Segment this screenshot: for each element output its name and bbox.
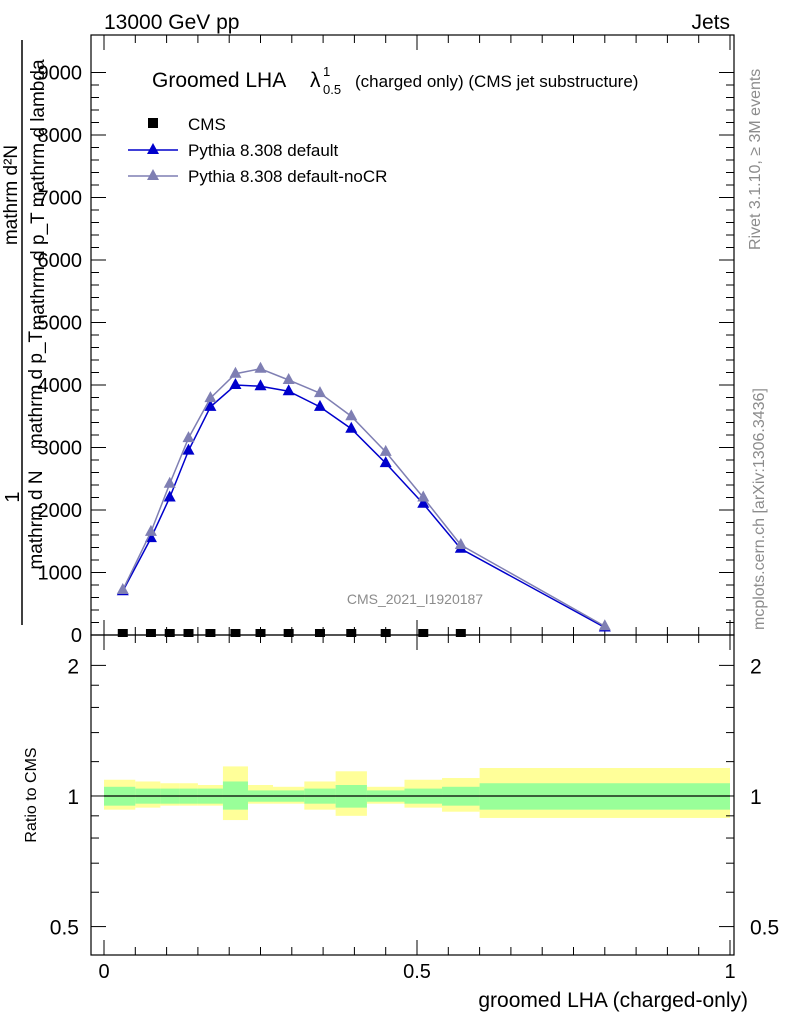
- main-ytick-label: 1000: [38, 563, 83, 585]
- header-category: Jets: [691, 11, 730, 34]
- nocr-data-point: [204, 391, 217, 403]
- legend-label-cms: CMS: [188, 115, 226, 134]
- ratio-frame: [90, 634, 735, 956]
- main-ytick-label: 8000: [38, 125, 83, 147]
- main-ytick-label: 9000: [38, 63, 83, 85]
- nocr-data-point: [454, 538, 467, 549]
- legend-marker-nocr: [147, 169, 159, 180]
- ratio-ytick-label-right: 2: [750, 655, 762, 678]
- analysis-watermark: CMS_2021_I1920187: [347, 591, 483, 607]
- plot-title: Groomed LHA λ 1 0.5 (charged only) (CMS …: [152, 64, 638, 97]
- main-ytick-label: 0: [71, 625, 82, 647]
- main-ylabel: 1 mathrm d²N mathrm d p_T mathrm d lambd…: [1, 40, 49, 625]
- legend-label-nocr: Pythia 8.308 default-noCR: [188, 167, 387, 186]
- ratio-bands: [104, 766, 730, 821]
- legend-marker-cms: [148, 118, 158, 128]
- ratio-xtick-label: 0: [98, 961, 109, 983]
- legend-label-default: Pythia 8.308 default: [188, 141, 339, 160]
- legend-item-default: Pythia 8.308 default: [128, 141, 339, 160]
- default-data-point: [204, 399, 217, 411]
- default-data-point: [313, 399, 326, 411]
- ylabel-denominator: mathrm d p_T mathrm d lambda: [28, 59, 49, 330]
- legend-item-cms: CMS: [148, 115, 226, 134]
- default-data-point: [182, 443, 195, 455]
- nocr-data-point: [229, 366, 242, 378]
- main-ytick-label: 7000: [38, 188, 83, 210]
- nocr-data-point: [379, 444, 392, 456]
- main-ytick-label: 5000: [38, 313, 83, 335]
- nocr-data-point: [313, 386, 326, 398]
- ratio-ytick-label-left: 2: [67, 655, 79, 678]
- default-data-point: [163, 490, 176, 502]
- cms-data-point: [205, 629, 216, 637]
- legend: CMS Pythia 8.308 default Pythia 8.308 de…: [128, 115, 387, 186]
- nocr-data-point: [144, 524, 157, 536]
- mcplots-label: mcplots.cern.ch [arXiv:1306.3436]: [751, 388, 768, 630]
- main-ytick-label: 3000: [38, 438, 83, 460]
- cms-data-point: [145, 629, 156, 637]
- ratio-xtick-labels: 0 0.5 1: [98, 961, 735, 983]
- ylabel-prefix: 1: [2, 491, 24, 502]
- nocr-data-point: [116, 583, 129, 594]
- default-data-point: [282, 384, 295, 396]
- ratio-xtick-label: 1: [724, 961, 735, 983]
- main-series: [116, 361, 611, 637]
- cms-data-point: [255, 629, 266, 637]
- main-ticks: [91, 35, 734, 636]
- legend-marker-default: [147, 143, 159, 154]
- default-data-point: [254, 379, 267, 391]
- x-axis-label: groomed LHA (charged-only): [478, 989, 748, 1012]
- main-ytick-labels: 0 1000 2000 3000 4000 5000 6000 7000 8000 9000: [38, 63, 83, 648]
- title-rest: (charged only) (CMS jet substructure): [355, 72, 638, 91]
- nocr-data-point: [282, 373, 295, 384]
- ratio-ylabel: Ratio to CMS: [23, 747, 40, 842]
- cms-data-point: [183, 629, 194, 637]
- cms-data-point: [455, 629, 466, 637]
- ratio-ticks: [91, 635, 734, 955]
- cms-data-point: [117, 629, 128, 637]
- default-data-point: [345, 421, 358, 433]
- cms-data-point: [380, 629, 391, 637]
- nocr-data-point: [598, 619, 611, 631]
- ratio-ytick-label-right: 0.5: [750, 917, 779, 940]
- ratio-ytick-label-left: 0.5: [50, 917, 79, 940]
- nocr-data-point: [254, 361, 267, 373]
- ylabel-frac-numerator: mathrm d N: [26, 470, 47, 569]
- title-sup: 1: [323, 64, 330, 79]
- ylabel-frac-denominator: mathrm d p_T: [26, 330, 47, 449]
- default-series-line: [122, 384, 606, 629]
- ylabel-numerator: mathrm d²N: [1, 145, 22, 245]
- cms-data-point: [230, 629, 241, 637]
- header-energy: 13000 GeV pp: [104, 11, 239, 34]
- main-ytick-label: 6000: [38, 250, 83, 272]
- nocr-series-line: [122, 367, 606, 627]
- title-symbol: λ: [310, 69, 321, 92]
- cms-data-point: [314, 629, 325, 637]
- cms-data-point: [164, 629, 175, 637]
- ratio-ytick-labels: 0.5 0.5 1 1 2 2: [50, 655, 779, 939]
- nocr-data-point: [182, 431, 195, 443]
- cms-data-point: [418, 629, 429, 637]
- default-data-point: [379, 456, 392, 468]
- nocr-data-point: [345, 409, 358, 421]
- main-panel: 0 1000 2000 3000 4000 5000 6000 7000 8000 9000: [38, 34, 735, 648]
- ratio-ytick-label-right: 1: [750, 786, 762, 809]
- default-data-point: [229, 378, 242, 389]
- ratio-ytick-label-left: 1: [67, 786, 79, 809]
- main-ytick-label: 4000: [38, 375, 83, 397]
- legend-item-nocr: Pythia 8.308 default-noCR: [128, 167, 387, 186]
- ratio-panel: 0.5 0.51 12 2 0 0.5 1: [50, 634, 779, 983]
- rivet-label: Rivet 3.1.10, ≥ 3M events: [747, 69, 764, 250]
- nocr-data-point: [163, 476, 176, 488]
- cms-data-point: [283, 629, 294, 637]
- default-data-point: [417, 496, 430, 508]
- nocr-data-point: [417, 490, 430, 502]
- title-main: Groomed LHA: [152, 69, 286, 92]
- title-sub: 0.5: [323, 82, 341, 97]
- main-ytick-label: 2000: [38, 500, 83, 522]
- cms-data-point: [346, 629, 357, 637]
- ratio-xtick-label: 0.5: [403, 961, 431, 983]
